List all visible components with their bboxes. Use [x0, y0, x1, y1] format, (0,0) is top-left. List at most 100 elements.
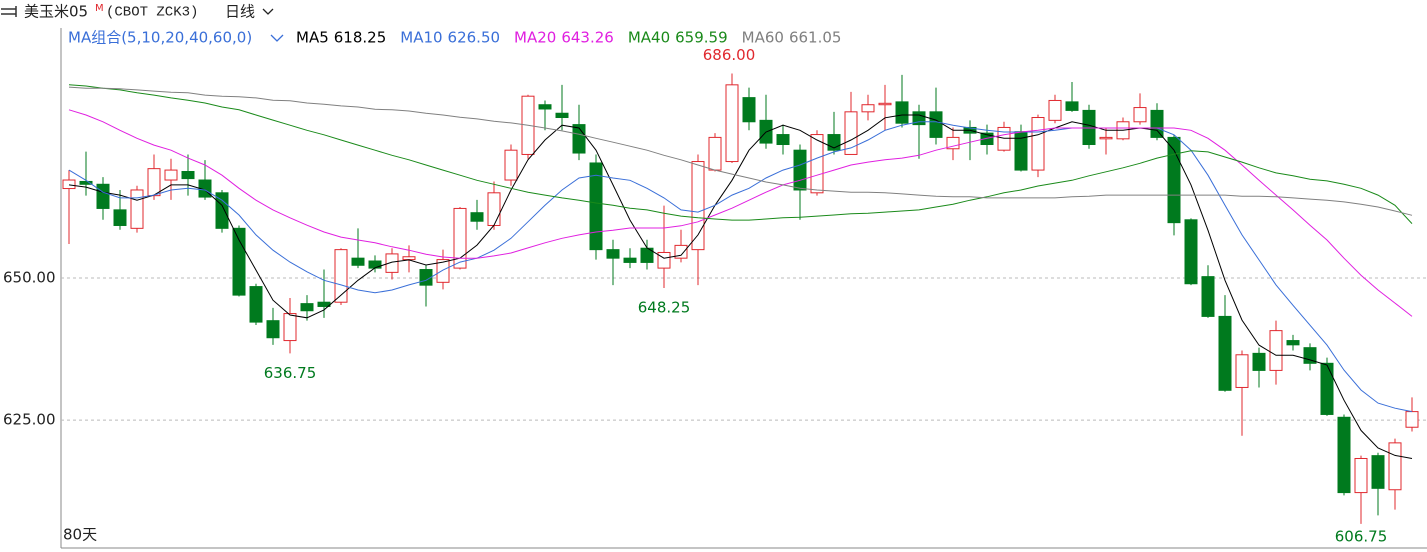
candle-body — [1167, 136, 1181, 224]
candle — [1354, 455, 1368, 524]
candle-body — [708, 136, 722, 171]
candle — [470, 199, 484, 230]
legend-value: 659.59 — [675, 29, 728, 47]
ma-title[interactable]: MA组合(5,10,20,40,60,0) — [68, 29, 252, 47]
period-chevron[interactable] — [262, 8, 274, 15]
candle-body — [130, 189, 144, 229]
candle — [623, 248, 637, 269]
period-selector[interactable]: 日线 — [225, 3, 255, 21]
legend-name: MA10 — [400, 29, 442, 47]
candle-body — [691, 161, 705, 251]
ma-line — [68, 109, 1413, 317]
candle-body — [385, 253, 399, 273]
candle-body — [946, 136, 960, 150]
legend-value: 661.05 — [789, 29, 842, 47]
candle-body — [555, 112, 569, 119]
instrument-mark: M — [95, 3, 104, 14]
candle-body — [725, 84, 739, 163]
candle — [1286, 334, 1300, 351]
candle — [1082, 104, 1096, 149]
ma-line — [68, 86, 1413, 216]
candle — [708, 133, 722, 172]
candle — [793, 144, 807, 220]
legend-name: MA60 — [742, 29, 784, 47]
candle — [385, 248, 399, 280]
candle-body — [1031, 117, 1045, 171]
candle — [1065, 81, 1079, 112]
candle-body — [589, 162, 603, 251]
low-label: 648.25 — [638, 299, 691, 317]
candle-body — [657, 251, 671, 269]
candle-body — [215, 192, 229, 229]
instrument: 美玉米05 — [24, 3, 88, 21]
y-tick-label: 650.00 — [3, 269, 56, 287]
legend-name: MA5 — [296, 29, 329, 47]
candle — [130, 185, 144, 233]
candle — [725, 73, 739, 163]
menu-icon[interactable] — [1, 6, 17, 17]
candle — [555, 84, 569, 131]
candle — [997, 121, 1011, 152]
candle — [861, 94, 875, 121]
candle-body — [1405, 411, 1419, 428]
candle-body — [300, 303, 314, 312]
candle-body — [538, 104, 552, 110]
candle-body — [351, 257, 365, 266]
legend-value: 618.25 — [334, 29, 387, 47]
legend-name: MA20 — [514, 29, 556, 47]
candle-body — [232, 227, 246, 296]
candle-body — [96, 183, 110, 209]
candle — [1133, 93, 1147, 125]
candle-body — [1286, 340, 1300, 346]
candle — [1167, 134, 1181, 236]
candle — [878, 84, 892, 131]
candle-body — [1150, 109, 1164, 138]
candle-body — [470, 212, 484, 222]
ma-chevron[interactable] — [270, 34, 284, 42]
candle — [283, 297, 297, 354]
candle-body — [1388, 442, 1402, 491]
candle — [980, 124, 994, 155]
period-count: 80天 — [63, 526, 97, 544]
candle-body — [1184, 219, 1198, 285]
candle-body — [623, 257, 637, 263]
candle — [1014, 124, 1028, 172]
candle-body — [997, 126, 1011, 151]
candle-body — [1218, 315, 1232, 391]
candle-body — [1320, 362, 1334, 415]
candle — [538, 100, 552, 131]
candle — [810, 130, 824, 196]
candle-body — [402, 256, 416, 261]
candle-body — [1048, 99, 1062, 121]
candle — [1269, 320, 1283, 385]
candle-body — [181, 170, 195, 180]
low-label: 606.75 — [1335, 528, 1388, 546]
candle-body — [1099, 136, 1113, 140]
instrument-code: (CBOT ZCK3) — [106, 5, 198, 21]
candle — [504, 144, 518, 186]
candle-body — [79, 180, 93, 185]
candle — [606, 239, 620, 286]
candle — [436, 249, 450, 290]
candle — [300, 295, 314, 321]
candle-body — [861, 104, 875, 113]
candle — [1235, 350, 1249, 436]
candle — [742, 87, 756, 131]
candle — [232, 225, 246, 297]
y-tick-label: 625.00 — [3, 411, 56, 429]
candle-body — [810, 134, 824, 194]
candle — [1371, 452, 1385, 516]
candle — [1201, 265, 1215, 318]
candle-body — [844, 111, 858, 155]
candle-body — [1354, 457, 1368, 494]
candle-body — [436, 259, 450, 283]
candle-body — [929, 111, 943, 138]
candle — [844, 91, 858, 155]
candle-body — [147, 168, 161, 197]
candle-body — [572, 124, 586, 154]
candle — [691, 154, 705, 286]
candle-body — [606, 249, 620, 259]
candle-body — [487, 192, 501, 226]
candle-body — [1252, 352, 1266, 371]
candle-body — [62, 179, 76, 190]
